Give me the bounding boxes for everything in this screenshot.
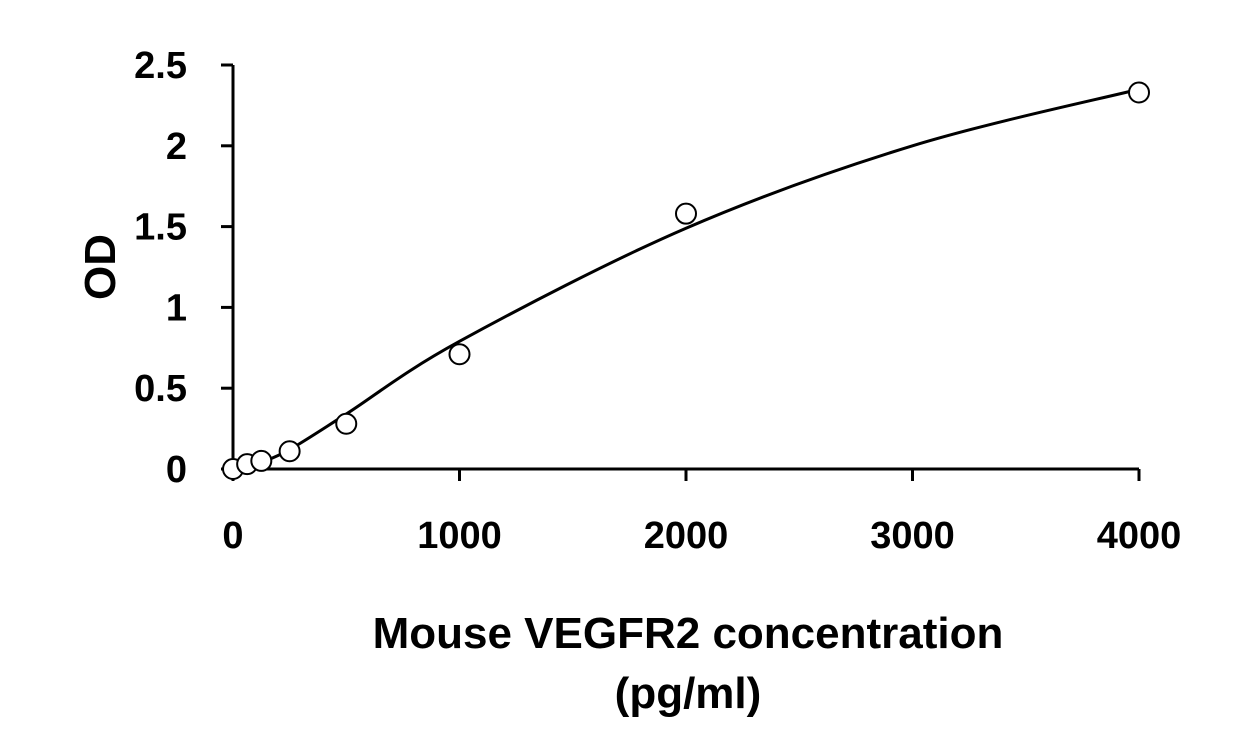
data-point [278, 440, 301, 463]
data-point [335, 412, 358, 435]
x-tick-label: 1000 [417, 515, 502, 557]
y-tick-label: 0 [166, 449, 187, 491]
data-point [250, 449, 273, 472]
x-tick-label: 2000 [644, 515, 729, 557]
x-axis-title: Mouse VEGFR2 concentration [373, 609, 1004, 658]
y-tick-label: 1.5 [134, 207, 187, 249]
x-axis-title-unit: (pg/ml) [615, 669, 762, 718]
data-points [222, 81, 1150, 480]
y-tick-label: 2 [166, 126, 187, 168]
x-ticks: 0 1000 2000 3000 4000 [222, 469, 1181, 557]
y-tick-label: 2.5 [134, 45, 187, 87]
y-tick-label: 0.5 [134, 368, 187, 410]
y-tick-label: 1 [166, 287, 187, 329]
fit-curve [260, 87, 1140, 464]
x-tick-label: 4000 [1097, 515, 1182, 557]
y-ticks: 0 0.5 1 1.5 2 2.5 [134, 45, 233, 491]
x-tick-label: 3000 [870, 515, 955, 557]
axes [231, 65, 1139, 471]
x-tick-label: 0 [222, 515, 243, 557]
data-point [448, 343, 471, 366]
data-point [675, 202, 697, 225]
data-point [1128, 81, 1150, 104]
y-axis-title: OD [76, 234, 125, 300]
